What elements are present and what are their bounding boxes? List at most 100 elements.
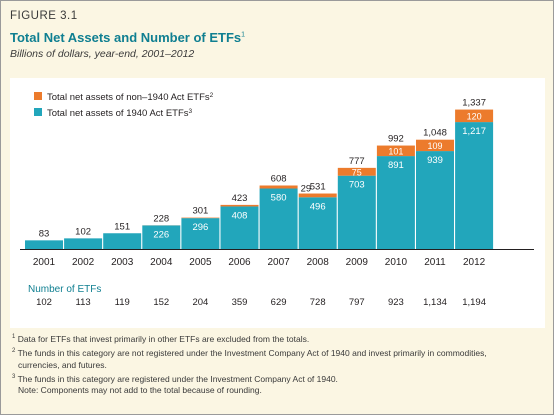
bar-1940-2011 xyxy=(416,151,454,249)
legend-label-non1940-text: Total net assets of non–1940 Act ETFs xyxy=(47,92,210,103)
count-header: Number of ETFs xyxy=(28,284,101,295)
total-label-2006: 423 xyxy=(232,193,248,204)
bar-1940-2005 xyxy=(181,218,220,249)
total-label-2001: 83 xyxy=(39,228,50,239)
bar-non1940-2007 xyxy=(259,185,298,189)
bar-label-1940-2009: 703 xyxy=(349,180,365,191)
etf-count-2002: 113 xyxy=(76,297,91,308)
bar-label-1940-2010: 891 xyxy=(388,160,404,171)
x-tick-label-2008: 2008 xyxy=(307,257,330,268)
footnote-mark: 3 xyxy=(12,373,16,380)
etf-count-2009: 797 xyxy=(349,297,365,308)
total-label-2011: 1,048 xyxy=(423,128,447,139)
total-label-2007: 608 xyxy=(271,173,287,184)
x-tick-label-2003: 2003 xyxy=(111,257,134,268)
chart-subtitle: Billions of dollars, year-end, 2001–2012 xyxy=(10,48,195,60)
chart-title: Total Net Assets and Number of ETFs1 xyxy=(10,30,245,45)
total-label-2008: 531 xyxy=(310,182,326,193)
x-tick-label-2009: 2009 xyxy=(346,257,369,268)
footnote-text: Data for ETFs that invest primarily in o… xyxy=(17,333,310,344)
bar-1940-2003 xyxy=(103,233,142,249)
legend-swatch-1940 xyxy=(34,108,42,116)
legend-label-non1940: Total net assets of non–1940 Act ETFs2 xyxy=(47,92,214,103)
etf-count-2003: 119 xyxy=(115,297,130,308)
bar-label-non1940-2010: 101 xyxy=(388,146,403,156)
bar-label-1940-2011: 939 xyxy=(427,155,443,166)
x-tick-label-2006: 2006 xyxy=(228,257,251,268)
bar-non1940-2012 xyxy=(455,109,494,123)
total-label-2002: 102 xyxy=(75,226,91,237)
bar-label-1940-2005: 296 xyxy=(192,222,208,233)
bar-non1940-2008 xyxy=(298,193,337,198)
bar-label-1940-2006: 408 xyxy=(232,210,248,221)
footnote-mark: 1 xyxy=(12,334,16,340)
bar-label-1940-2012: 1,217 xyxy=(462,126,486,137)
figure-label: FIGURE 3.1 xyxy=(10,10,78,22)
chart-panel: Total net assets of non–1940 Act ETFs2 To… xyxy=(10,78,545,328)
etf-count-2001: 102 xyxy=(36,297,52,308)
chart-title-text: Total Net Assets and Number of ETFs xyxy=(10,30,242,45)
total-label-2009: 777 xyxy=(349,156,365,167)
bar-label-non1940-2011: 109 xyxy=(427,141,442,151)
x-tick-label-2012: 2012 xyxy=(463,257,486,268)
x-tick-label-2010: 2010 xyxy=(385,257,408,268)
bar-label-non1940-2012: 120 xyxy=(467,111,482,121)
bar-chart: Total net assets of non–1940 Act ETFs2To… xyxy=(20,92,534,308)
x-tick-label-2001: 2001 xyxy=(33,257,56,268)
etf-count-2004: 152 xyxy=(153,297,169,308)
x-tick-label-2002: 2002 xyxy=(72,257,95,268)
footnote-line: 1 Data for ETFs that invest primarily in… xyxy=(12,331,544,345)
x-tick-label-2004: 2004 xyxy=(150,257,173,268)
footnote-mark: 2 xyxy=(12,347,16,354)
footnote-text: The funds in this category are registere… xyxy=(17,373,338,384)
legend-note-mark-non1940: 2 xyxy=(210,92,214,99)
footnote-text: Note: Components may not add to the tota… xyxy=(18,385,262,396)
bar-1940-2002 xyxy=(64,238,103,249)
bar-non1940-2005 xyxy=(181,217,220,219)
bar-1940-2010 xyxy=(376,156,415,249)
total-label-2012: 1,337 xyxy=(462,98,486,109)
side-label-non1940-2007: 29 xyxy=(301,184,312,195)
footnote-line: 3 The funds in this category are registe… xyxy=(12,371,544,385)
bar-non1940-2009 xyxy=(337,167,376,176)
legend-label-1940-text: Total net assets of 1940 Act ETFs xyxy=(47,108,189,119)
x-tick-label-2005: 2005 xyxy=(189,257,212,268)
total-label-2004: 228 xyxy=(153,213,169,224)
bar-1940-2001 xyxy=(25,240,63,249)
etf-count-2011: 1,134 xyxy=(423,297,447,308)
bar-1940-2004 xyxy=(142,225,181,249)
title-note-mark: 1 xyxy=(241,31,246,39)
bar-1940-2007 xyxy=(259,188,298,249)
bar-non1940-2006 xyxy=(220,204,259,207)
legend-swatch-non1940 xyxy=(34,92,42,100)
x-tick-label-2007: 2007 xyxy=(267,257,290,268)
total-label-2005: 301 xyxy=(192,206,208,217)
etf-count-2007: 629 xyxy=(271,297,287,308)
etf-count-2008: 728 xyxy=(310,297,326,308)
footnote-text: The funds in this category are not regis… xyxy=(17,347,487,358)
bar-1940-2008 xyxy=(298,197,337,249)
footnote-text: currencies, and futures. xyxy=(18,359,107,370)
bar-1940-2006 xyxy=(220,206,259,249)
footnotes: 1 Data for ETFs that invest primarily in… xyxy=(12,331,544,396)
footnote-line: currencies, and futures. xyxy=(12,359,544,371)
bar-label-non1940-2009: 75 xyxy=(352,167,362,177)
bar-non1940-2010 xyxy=(376,145,415,157)
legend-label-1940: Total net assets of 1940 Act ETFs3 xyxy=(47,108,193,119)
x-tick-label-2011: 2011 xyxy=(424,257,446,268)
bar-label-1940-2008: 496 xyxy=(310,201,326,212)
etf-count-2005: 204 xyxy=(192,297,208,308)
footnote-line: Note: Components may not add to the tota… xyxy=(12,384,544,396)
total-label-2003: 151 xyxy=(114,221,130,232)
bar-1940-2009 xyxy=(337,175,376,249)
bar-1940-2012 xyxy=(455,122,494,249)
etf-count-2010: 923 xyxy=(388,297,404,308)
etf-count-2006: 359 xyxy=(232,297,248,308)
bar-label-1940-2004: 226 xyxy=(153,229,169,240)
legend-note-mark-1940: 3 xyxy=(189,108,193,115)
bar-label-1940-2007: 580 xyxy=(271,193,287,204)
etf-count-2012: 1,194 xyxy=(462,297,486,308)
total-label-2010: 992 xyxy=(388,134,404,145)
footnote-line: 2 The funds in this category are not reg… xyxy=(12,345,544,359)
